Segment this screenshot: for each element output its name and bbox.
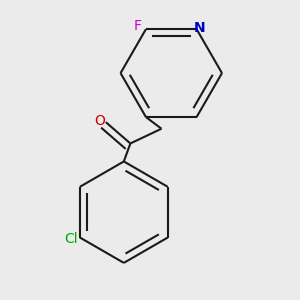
- Text: Cl: Cl: [64, 232, 78, 246]
- Text: O: O: [94, 114, 105, 128]
- Text: N: N: [194, 21, 205, 34]
- Text: F: F: [134, 19, 142, 33]
